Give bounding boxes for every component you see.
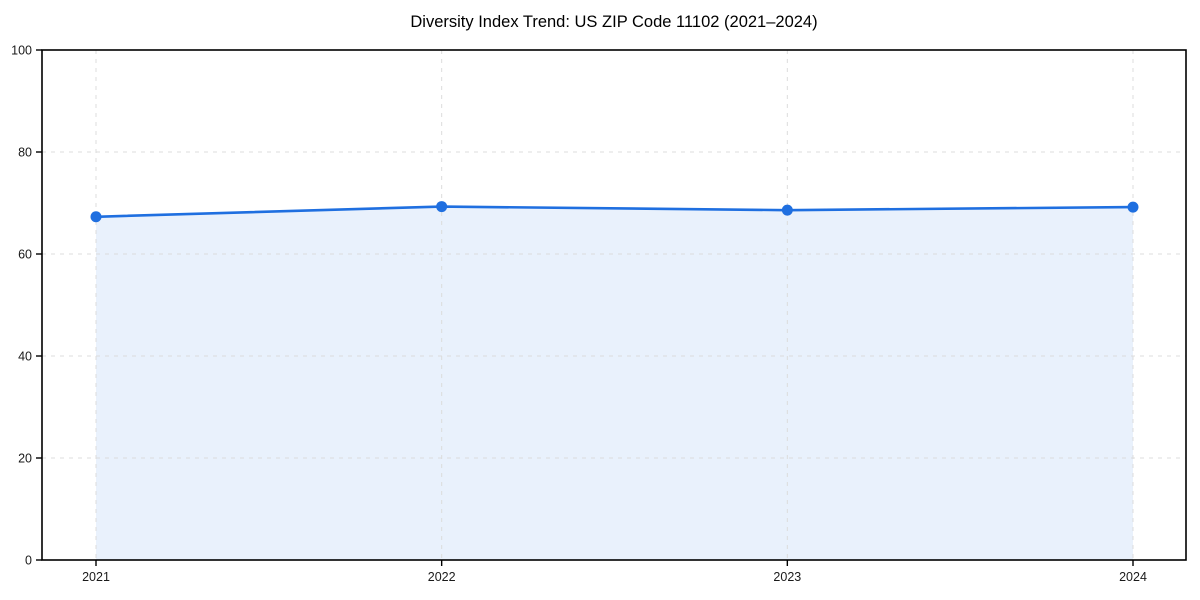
y-tick-label-40: 40 — [18, 350, 32, 364]
data-point-2023 — [781, 204, 793, 216]
data-point-2021 — [90, 211, 102, 223]
x-tick-label-2023: 2023 — [773, 570, 801, 584]
y-tick-label-0: 0 — [25, 554, 32, 568]
y-tick-label-100: 100 — [11, 44, 32, 58]
y-tick-label-80: 80 — [18, 146, 32, 160]
x-tick-label-2021: 2021 — [82, 570, 110, 584]
trend-line — [94, 205, 1135, 219]
plot-border — [41, 49, 1187, 561]
area-fill — [96, 206, 1133, 560]
data-point-2024 — [1127, 201, 1139, 213]
y-tick-label-20: 20 — [18, 452, 32, 466]
y-tick-label-60: 60 — [18, 248, 32, 262]
x-tick-label-2022: 2022 — [428, 570, 456, 584]
x-tick-label-2024: 2024 — [1119, 570, 1147, 584]
data-point-2022 — [436, 201, 448, 213]
chart-title: Diversity Index Trend: US ZIP Code 11102… — [410, 13, 818, 31]
